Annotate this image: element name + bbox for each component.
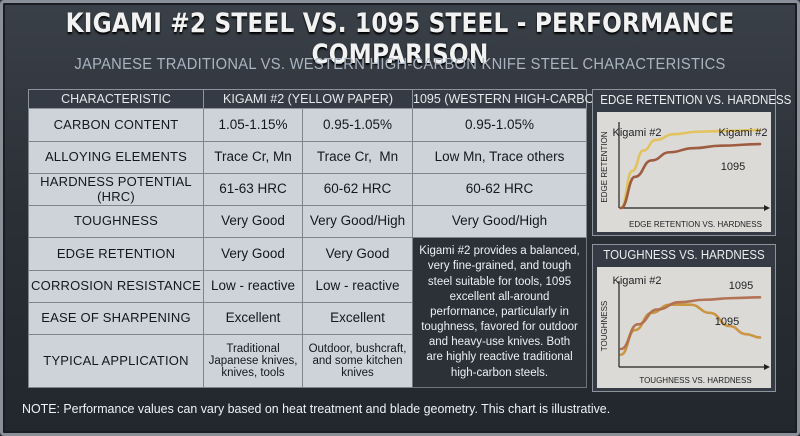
- w1095-value: 60-62 HRC: [412, 173, 588, 206]
- comparison-table: CHARACTERISTIC KIGAMI #2 (YELLOW PAPER) …: [28, 89, 608, 388]
- kigami-value-alt: Excellent: [301, 302, 414, 335]
- chart-marks: Kigami #2 Kigami #2 1095 EDGE RETENTION VS.…: [600, 122, 770, 229]
- w1095-value: Very Good/High: [412, 205, 588, 238]
- summary-note: Kigami #2 provides a balanced, very fine…: [412, 237, 588, 388]
- row-label: TYPICAL APPLICATION: [28, 334, 204, 388]
- table-row: EDGE RETENTION Very Good Very Good Kigam…: [28, 237, 588, 388]
- y-axis-label: EDGE RETENTION: [600, 131, 609, 202]
- kigami-value-alt: Low - reactive: [301, 270, 414, 303]
- table-row: TOUGHNESS Very Good Very Good/High Very …: [28, 205, 588, 238]
- toughness-chart-title: TOUGHNESS VS. HARDNESS: [603, 248, 765, 262]
- row-label: ALLOYING ELEMENTS: [28, 141, 204, 174]
- curve-label: Kigami #2: [613, 275, 662, 287]
- kigami-value: 1.05-1.15%: [203, 108, 303, 142]
- kigami-value-alt: Very Good/High: [301, 205, 414, 238]
- table-row: HARDNESS POTENTIAL (HRC) 61-63 HRC 60-62…: [28, 173, 588, 206]
- toughness-chart: Kigami #2 1095 1095 TOUGHNESS VS. HARDNESS T…: [597, 267, 771, 388]
- x-axis-arrow: [764, 364, 770, 370]
- kigami-value: Very Good: [203, 237, 303, 271]
- kigami-value: Trace Cr, Mn: [203, 141, 303, 174]
- kigami-value-alt: Very Good: [301, 237, 414, 271]
- table-row: TYPICAL APPLICATION Traditional Japanese…: [28, 334, 587, 388]
- row-label: CARBON CONTENT: [28, 108, 204, 142]
- kigami-value: Very Good: [203, 205, 303, 238]
- table-row: CORROSION RESISTANCE Low - reactive Low …: [28, 270, 587, 303]
- table-header-row: CHARACTERISTIC KIGAMI #2 (YELLOW PAPER) …: [28, 89, 608, 109]
- edge-retention-chart: Kigami #2 Kigami #2 1095 EDGE RETENTION VS.…: [597, 112, 771, 232]
- w1095-value: 0.95-1.05%: [412, 108, 588, 142]
- chart-background: [597, 267, 771, 388]
- row-label: HARDNESS POTENTIAL (HRC): [28, 173, 204, 206]
- kigami-value-alt: 60-62 HRC: [301, 173, 414, 206]
- x-axis-label: EDGE RETENTION VS. HARDNESS: [629, 220, 762, 229]
- footnote: NOTE: Performance values can vary based …: [22, 401, 611, 416]
- kigami-value: 61-63 HRC: [203, 173, 303, 206]
- x-axis-arrow: [764, 205, 770, 211]
- header-kigami: KIGAMI #2 (YELLOW PAPER): [202, 89, 414, 109]
- kigami-value: Low - reactive: [203, 270, 303, 303]
- edge-retention-chart-panel: EDGE RETENTION VS. HARDNESS Kigami #2 Kig…: [592, 89, 792, 236]
- y-axis-label: TOUGHNESS: [600, 301, 609, 352]
- table-row: EASE OF SHARPENING Excellent Excellent: [28, 302, 587, 335]
- table-row: ALLOYING ELEMENTS Trace Cr, Mn Trace Cr,…: [28, 141, 588, 174]
- curve-label: Kigami #2: [613, 127, 662, 139]
- table-row: CARBON CONTENT 1.05-1.15% 0.95-1.05% 0.9…: [28, 108, 588, 142]
- curve-label: 1095: [729, 280, 753, 292]
- kigami-value: Excellent: [203, 302, 303, 335]
- header-1095: 1095 (WESTERN HIGH-CARBON): [412, 89, 608, 109]
- curve-label: 1095: [721, 161, 745, 173]
- edge-retention-chart-title: EDGE RETENTION VS. HARDNESS: [600, 93, 792, 107]
- kigami-value: Traditional Japanese knives, knives, too…: [203, 334, 303, 388]
- curve-label: Kigami #2: [719, 127, 768, 139]
- kigami-value-alt: Trace Cr, Mn: [301, 141, 414, 174]
- kigami-value-alt: 0.95-1.05%: [301, 108, 414, 142]
- series-line-1095: [619, 296, 762, 351]
- row-label: EDGE RETENTION: [28, 237, 204, 271]
- row-label: EASE OF SHARPENING: [28, 302, 204, 335]
- page-subtitle: JAPANESE TRADITIONAL VS. WESTERN HIGH-CA…: [74, 56, 726, 73]
- curve-label: 1095: [715, 316, 739, 328]
- page-title: KIGAMI #2 STEEL VS. 1095 STEEL - PERFORM…: [65, 8, 735, 70]
- header-characteristic: CHARACTERISTIC: [28, 89, 204, 109]
- chart-marks: Kigami #2 1095 1095 TOUGHNESS VS. HARDNESS T…: [600, 275, 770, 385]
- w1095-value: Low Mn, Trace others: [412, 141, 588, 174]
- series-line-kigami2: [619, 128, 762, 210]
- series-line-kigami2: [619, 303, 762, 356]
- row-label: CORROSION RESISTANCE: [28, 270, 204, 303]
- kigami-value-alt: Outdoor, bushcraft, and some kitchen kni…: [301, 334, 414, 388]
- toughness-chart-panel: TOUGHNESS VS. HARDNESS Kigami #2 1095 1095…: [592, 244, 776, 392]
- row-label: TOUGHNESS: [28, 205, 204, 238]
- x-axis-label: TOUGHNESS VS. HARDNESS: [639, 376, 751, 385]
- series-line-1095: [619, 142, 762, 210]
